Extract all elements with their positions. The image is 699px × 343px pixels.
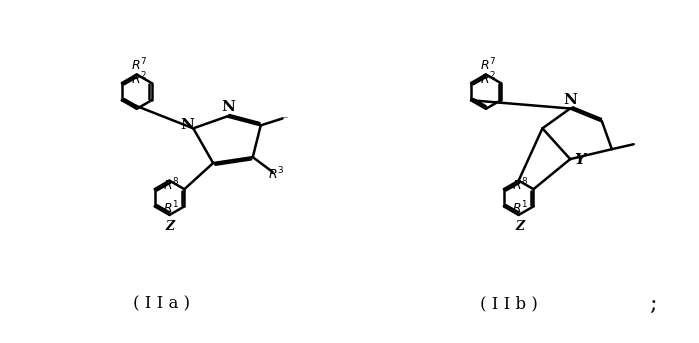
Text: Z: Z: [515, 220, 524, 233]
Text: ( I I a ): ( I I a ): [133, 295, 190, 312]
Text: $R^8$: $R^8$: [163, 177, 180, 193]
Text: $R^2$: $R^2$: [131, 71, 147, 87]
Text: —: —: [281, 114, 288, 121]
Text: $R^1$: $R^1$: [164, 200, 180, 217]
Text: N: N: [180, 118, 194, 132]
Text: N: N: [563, 93, 577, 107]
Text: $R^2$: $R^2$: [480, 71, 496, 87]
Text: Y: Y: [575, 153, 586, 167]
Text: $R^1$: $R^1$: [512, 200, 528, 217]
Text: $R^7$: $R^7$: [131, 56, 147, 73]
Text: $R^8$: $R^8$: [512, 177, 529, 193]
Text: ;: ;: [649, 293, 656, 315]
Text: N: N: [221, 99, 235, 114]
Text: $R^3$: $R^3$: [268, 166, 284, 182]
Text: ( I I b ): ( I I b ): [480, 295, 538, 312]
Text: $R^7$: $R^7$: [480, 56, 496, 73]
Text: Z: Z: [166, 220, 175, 233]
